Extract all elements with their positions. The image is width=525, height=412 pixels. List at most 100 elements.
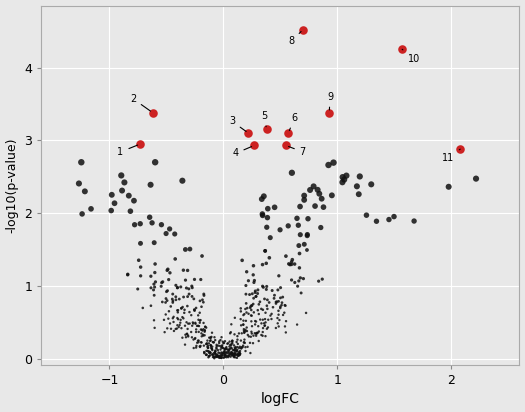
Point (218, 349, 227, 356)
Point (240, 329, 249, 335)
Point (150, 292, 159, 299)
Point (201, 323, 209, 330)
Point (210, 334, 218, 341)
Point (200, 349, 208, 355)
Point (222, 354, 230, 360)
Point (215, 339, 223, 346)
Point (276, 227, 284, 233)
Point (211, 349, 219, 355)
Point (233, 339, 241, 345)
Point (162, 295, 170, 302)
Point (213, 353, 221, 360)
Point (281, 302, 290, 309)
Point (225, 349, 233, 356)
Point (290, 261, 299, 267)
Point (200, 349, 208, 356)
Point (194, 323, 202, 329)
Point (261, 322, 269, 329)
Point (179, 267, 187, 274)
Point (313, 187, 322, 193)
Point (212, 353, 220, 360)
Point (240, 311, 248, 317)
Point (197, 339, 205, 346)
Point (259, 316, 267, 323)
Point (220, 349, 228, 355)
Point (284, 130, 292, 136)
Point (207, 342, 215, 349)
Point (262, 126, 271, 133)
Point (295, 278, 303, 284)
Point (233, 336, 242, 343)
Point (270, 292, 279, 299)
Point (237, 345, 245, 351)
Point (223, 346, 232, 353)
Point (211, 351, 219, 358)
Point (191, 307, 199, 314)
Point (220, 351, 229, 358)
Point (222, 349, 230, 356)
Point (205, 349, 214, 355)
Point (199, 299, 207, 306)
Point (176, 319, 184, 326)
Point (206, 335, 215, 341)
Point (293, 283, 302, 290)
Point (261, 248, 269, 254)
Text: 1: 1 (118, 145, 138, 157)
Point (285, 260, 293, 267)
Point (205, 349, 214, 356)
Point (288, 169, 296, 176)
Text: 4: 4 (233, 147, 251, 159)
Point (240, 328, 248, 334)
Point (242, 318, 250, 324)
Point (181, 277, 190, 283)
Point (267, 316, 276, 322)
Point (195, 323, 203, 329)
Point (265, 299, 274, 306)
Point (445, 183, 453, 190)
Text: 11: 11 (442, 149, 460, 163)
Point (280, 302, 289, 309)
Point (151, 284, 159, 290)
Point (262, 325, 271, 332)
Point (242, 300, 250, 307)
Point (235, 345, 243, 351)
Point (203, 340, 211, 346)
Point (214, 342, 223, 349)
Point (173, 322, 182, 328)
Point (180, 294, 188, 300)
Point (236, 348, 244, 354)
Point (193, 339, 202, 346)
Point (169, 299, 177, 306)
Point (163, 267, 171, 274)
Point (244, 311, 253, 317)
Point (187, 283, 196, 289)
Point (217, 355, 225, 361)
Text: 10: 10 (402, 49, 420, 64)
Point (230, 350, 239, 357)
Point (158, 279, 166, 286)
Point (201, 327, 209, 334)
Point (252, 318, 260, 325)
Point (150, 317, 158, 323)
Point (247, 318, 256, 325)
Point (223, 340, 232, 347)
Point (211, 351, 219, 357)
Point (180, 309, 188, 316)
Point (251, 318, 259, 324)
Point (255, 328, 263, 335)
Point (202, 351, 211, 358)
Point (232, 348, 240, 354)
Point (222, 345, 230, 352)
Point (170, 318, 178, 325)
Point (240, 339, 248, 346)
Point (192, 329, 200, 335)
Point (229, 351, 237, 357)
Point (130, 197, 138, 204)
Point (229, 352, 237, 358)
Point (456, 146, 465, 152)
Point (175, 296, 184, 302)
Point (293, 321, 301, 328)
Point (319, 204, 328, 211)
Point (302, 310, 310, 316)
Point (276, 295, 285, 301)
